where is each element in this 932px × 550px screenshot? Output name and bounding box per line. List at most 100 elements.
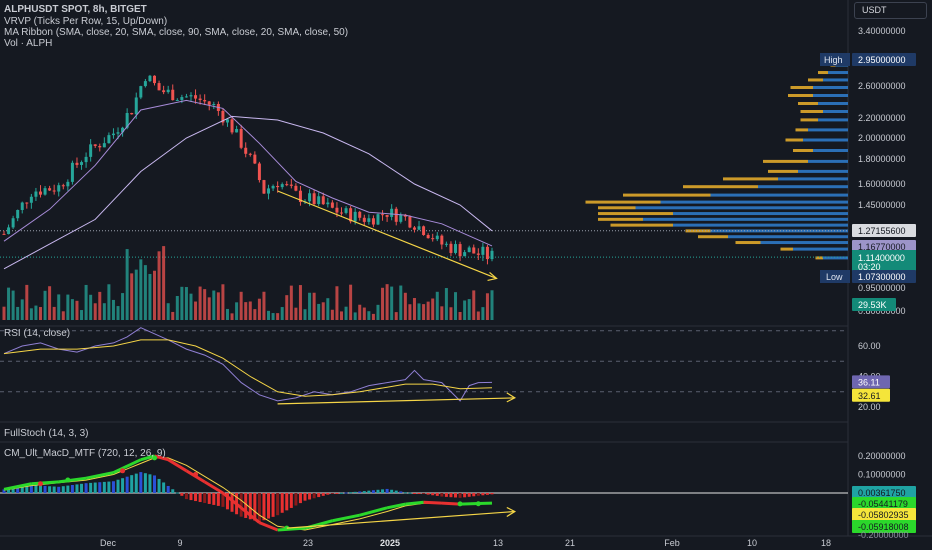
symbol-title: ALPHUSDT SPOT, 8h, BITGET [4,4,147,15]
candle-body [317,196,321,205]
volume-bar [52,306,56,320]
macd-histogram-bar [2,489,6,493]
volume-bar [66,294,70,320]
stoch-pane-label[interactable]: FullStoch (14, 3, 3) [4,428,89,439]
macd-histogram-bar [449,493,453,498]
candle-body [175,99,179,101]
macd-line-segment [405,500,424,506]
volume-bar [7,287,11,320]
volume-bar [376,304,380,320]
macd-line-segment [154,454,169,462]
volume-bar [184,287,188,320]
volume-bar [308,292,312,320]
low-value-tag-bg [852,270,916,283]
volume-profile-down-bar [815,256,823,260]
macd-histogram-bar [349,492,353,494]
candle-body [485,246,489,260]
volume-bar [244,302,248,320]
volume-profile-up-bar [823,78,848,82]
candle-body [153,75,157,84]
volume-bar [130,273,134,320]
macd-histogram-bar [107,481,111,493]
candle-body [2,233,6,235]
volume-bar [330,309,334,320]
volume-bar [481,307,485,320]
vrvp-indicator-label[interactable]: VRVP (Ticks Per Row, 15, Up/Down) [4,16,168,27]
candle-body [312,193,316,205]
volume-bar [143,265,147,320]
macd-histogram-bar [376,489,380,493]
volume-bar [458,311,462,320]
volume-bar [271,313,275,320]
macd-pane-label[interactable]: CM_Ult_MacD_MTF (720, 12, 26, 9) [4,448,166,459]
volume-bar [216,292,220,320]
macd-line-segment [332,513,361,523]
macd-histogram-bar [130,475,134,493]
volume-profile-down-bar [780,247,793,251]
macd-line-segment [85,471,114,480]
macd-hist-value-tag: 0.00361750 [858,488,906,498]
macd-histogram-bar [280,493,284,513]
candle-body [262,180,266,194]
high-value-tag: 2.95000000 [858,55,906,65]
volume-profile-up-bar [710,193,848,197]
macd-histogram-bar [294,493,298,506]
candle-body [454,244,458,253]
macd-histogram-bar [390,489,394,493]
macd-histogram-bar [303,493,307,501]
macd-histogram-bar [121,478,125,493]
volume-bar [148,273,152,320]
macd-trendline-arrow [506,506,517,518]
macd-line-segment [140,454,155,462]
volume-profile-down-bar [800,118,818,122]
volume-profile-down-bar [598,206,636,210]
volume-bar [194,301,198,320]
candle-body [43,188,47,195]
volume-bar [61,311,65,320]
candle-body [11,218,15,228]
candle-body [29,196,33,203]
macd-histogram-bar [89,482,93,493]
volume-bar [221,284,225,320]
macd-histogram-bar [29,485,33,493]
volume-bar [157,251,161,320]
candle-body [276,185,280,188]
candle-body [116,132,120,134]
price-axis-tick: 2.00000000 [858,133,906,143]
macd-histogram-bar [426,493,430,495]
volume-bar [422,304,426,320]
candle-body [385,214,389,217]
candle-body [125,112,129,128]
candle-body [253,154,257,164]
candle-body [381,214,385,216]
macd-histogram-bar [189,493,193,501]
volume-bar [171,311,175,320]
currency-button[interactable]: USDT [854,2,927,19]
candle-body [440,235,444,245]
macd-histogram-bar [253,493,257,521]
macd-histogram-bar [298,493,302,504]
volume-bar [339,311,343,320]
volume-profile-up-bar [728,235,848,239]
volume-profile-down-bar [610,223,673,227]
macd-histogram-bar [171,489,175,493]
macd-line-segment [423,500,442,505]
macd-cross-dot [152,455,158,461]
volume-profile-down-bar [598,217,643,221]
volume-bar [125,249,129,320]
candle-body [362,217,366,222]
ma-ribbon-indicator-label[interactable]: MA Ribbon (SMA, close, 20, SMA, close, 9… [4,27,349,38]
volume-profile-down-bar [768,169,798,173]
macd-histogram-bar [48,486,52,493]
macd-hist-value-tag-bg [852,486,916,499]
candle-body [139,86,143,98]
rsi-pane-label[interactable]: RSI (14, close) [4,328,71,339]
high-label: High [824,55,843,65]
volume-indicator-label[interactable]: Vol · ALPH [4,38,53,49]
volume-profile-down-bar [788,94,813,97]
macd-histogram-bar [285,493,289,511]
candle-body [194,95,198,99]
candle-body [66,181,70,187]
volume-bar [38,307,42,320]
